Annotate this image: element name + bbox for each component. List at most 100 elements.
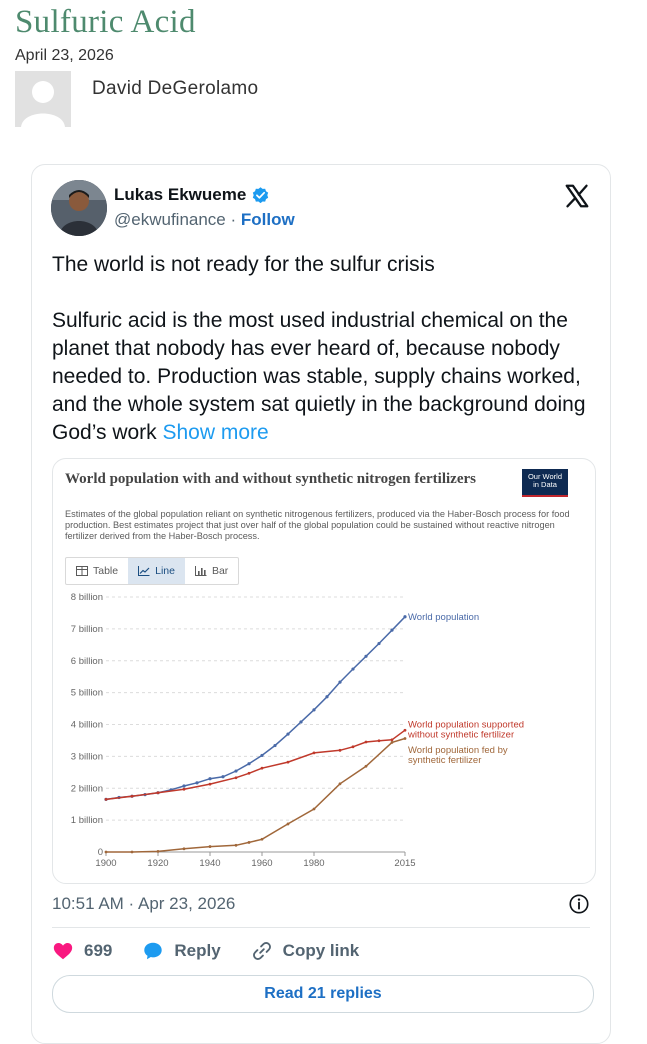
line-chart: 0 1 billion 2 billion 3 billion 4 billion 5 b… bbox=[71, 592, 524, 869]
y-tick-label-8: 8 billion bbox=[71, 592, 103, 603]
data-point-0-23 bbox=[403, 615, 407, 619]
tweet-actions: 699 Reply Copy link bbox=[52, 940, 389, 962]
series-line-2 bbox=[106, 737, 406, 853]
author-avatar-placeholder bbox=[15, 71, 71, 127]
tab-bar[interactable]: Bar bbox=[185, 558, 238, 584]
data-point-1-11 bbox=[351, 745, 355, 749]
tweet-avatar[interactable] bbox=[51, 180, 107, 236]
x-tick-label-4: 1980 bbox=[303, 858, 324, 869]
data-point-0-18 bbox=[338, 680, 342, 684]
data-point-0-11 bbox=[247, 762, 251, 766]
reply-button[interactable]: Reply bbox=[142, 940, 221, 962]
owid-logo[interactable]: Our World in Data bbox=[522, 469, 568, 497]
tweet-timestamp[interactable]: 10:51 AM · Apr 23, 2026 bbox=[52, 894, 236, 913]
data-point-1-2 bbox=[156, 791, 160, 795]
info-icon[interactable] bbox=[568, 893, 590, 915]
y-tick-label-4: 4 billion bbox=[71, 720, 103, 731]
series-line-1 bbox=[105, 729, 406, 801]
data-point-1-9 bbox=[312, 751, 316, 755]
series-line-0 bbox=[105, 616, 406, 801]
data-point-1-5 bbox=[234, 776, 238, 780]
data-point-2-9 bbox=[312, 807, 316, 811]
follow-link[interactable]: Follow bbox=[240, 210, 295, 229]
data-point-1-8 bbox=[286, 760, 290, 764]
data-point-2-1 bbox=[130, 850, 134, 854]
data-point-0-15 bbox=[299, 720, 303, 724]
series-label-2-1: synthetic fertilizer bbox=[408, 755, 481, 766]
embedded-tweet: Lukas Ekwueme @ekwufinance · Follow The … bbox=[31, 164, 611, 1044]
data-point-2-0 bbox=[104, 850, 108, 854]
data-point-2-4 bbox=[208, 845, 212, 848]
y-tick-label-0: 0 bbox=[98, 847, 103, 858]
copy-link-button[interactable]: Copy link bbox=[251, 940, 360, 962]
series-label-1-1: without synthetic fertilizer bbox=[407, 730, 514, 741]
data-point-2-11 bbox=[364, 764, 368, 768]
data-point-1-12 bbox=[364, 740, 368, 744]
y-tick-label-2: 2 billion bbox=[71, 783, 103, 794]
data-point-2-8 bbox=[286, 822, 290, 826]
verified-badge-icon bbox=[253, 186, 269, 203]
data-point-0-16 bbox=[312, 708, 316, 712]
data-point-1-10 bbox=[338, 748, 342, 752]
like-count: 699 bbox=[84, 941, 113, 960]
x-logo-icon[interactable] bbox=[564, 183, 590, 209]
data-point-0-21 bbox=[377, 641, 381, 646]
series-label-1-0: World population supported bbox=[408, 720, 524, 731]
chart-subtitle: Estimates of the global population relia… bbox=[65, 509, 570, 541]
tweet-handle[interactable]: @ekwufinance bbox=[114, 210, 226, 229]
author-name[interactable]: David DeGerolamo bbox=[92, 78, 259, 99]
reply-label: Reply bbox=[174, 941, 221, 960]
handle-separator: · bbox=[230, 210, 237, 229]
data-point-1-1 bbox=[130, 794, 134, 798]
like-button[interactable]: 699 bbox=[52, 940, 112, 962]
tab-bar-label: Bar bbox=[211, 565, 229, 577]
data-point-0-22 bbox=[390, 628, 394, 632]
heart-icon bbox=[53, 943, 73, 960]
data-point-0-13 bbox=[273, 743, 277, 748]
tab-table-label: Table bbox=[93, 565, 119, 577]
post-title: Sulfuric Acid bbox=[15, 4, 196, 40]
data-point-2-5 bbox=[234, 843, 238, 847]
tweet-paragraph-1: The world is not ready for the sulfur cr… bbox=[52, 253, 435, 276]
owid-logo-line-1: Our World bbox=[527, 472, 563, 481]
data-point-0-9 bbox=[221, 775, 225, 779]
y-tick-label-5: 5 billion bbox=[71, 688, 103, 699]
person-silhouette-icon bbox=[15, 71, 71, 127]
data-point-0-17 bbox=[325, 695, 329, 699]
data-point-2-3 bbox=[182, 847, 186, 851]
y-tick-label-1: 1 billion bbox=[71, 815, 103, 826]
tweet-author-row: Lukas Ekwueme bbox=[114, 185, 270, 205]
line-chart-icon bbox=[138, 566, 150, 576]
reply-bubble-icon bbox=[144, 942, 163, 960]
series-label-2-0: World population fed by bbox=[408, 745, 508, 756]
data-point-0-8 bbox=[208, 777, 212, 781]
data-point-0-20 bbox=[364, 654, 368, 658]
read-replies-button[interactable]: Read 21 replies bbox=[52, 975, 594, 1013]
tweet-author-name[interactable]: Lukas Ekwueme bbox=[114, 185, 247, 204]
data-point-2-12 bbox=[390, 740, 394, 744]
data-point-1-15 bbox=[403, 728, 407, 732]
profile-photo-icon bbox=[51, 180, 107, 236]
data-point-2-6 bbox=[247, 841, 251, 844]
data-point-1-7 bbox=[260, 766, 264, 770]
owid-logo-line-2: in Data bbox=[533, 480, 557, 489]
tab-table[interactable]: Table bbox=[66, 558, 128, 584]
show-more-link[interactable]: Show more bbox=[162, 421, 269, 444]
data-point-0-10 bbox=[234, 769, 238, 773]
data-point-1-14 bbox=[390, 738, 394, 742]
tweet-media-chart[interactable]: World population with and without synthe… bbox=[52, 458, 596, 884]
copy-link-label: Copy link bbox=[282, 941, 360, 960]
data-point-1-4 bbox=[208, 782, 212, 786]
tab-line[interactable]: Line bbox=[128, 558, 185, 584]
x-tick-label-1: 1920 bbox=[147, 858, 168, 869]
series-label-0-0: World population bbox=[408, 612, 479, 623]
x-tick-label-2: 1940 bbox=[199, 858, 220, 869]
y-tick-label-3: 3 billion bbox=[71, 751, 103, 762]
data-point-0-6 bbox=[182, 784, 186, 788]
link-icon bbox=[252, 942, 271, 960]
data-point-1-13 bbox=[377, 739, 381, 743]
tweet-divider bbox=[52, 927, 590, 928]
data-point-1-3 bbox=[182, 787, 186, 791]
tweet-paragraph-2: Sulfuric acid is the most used industria… bbox=[52, 307, 592, 447]
data-point-1-0 bbox=[104, 798, 108, 801]
